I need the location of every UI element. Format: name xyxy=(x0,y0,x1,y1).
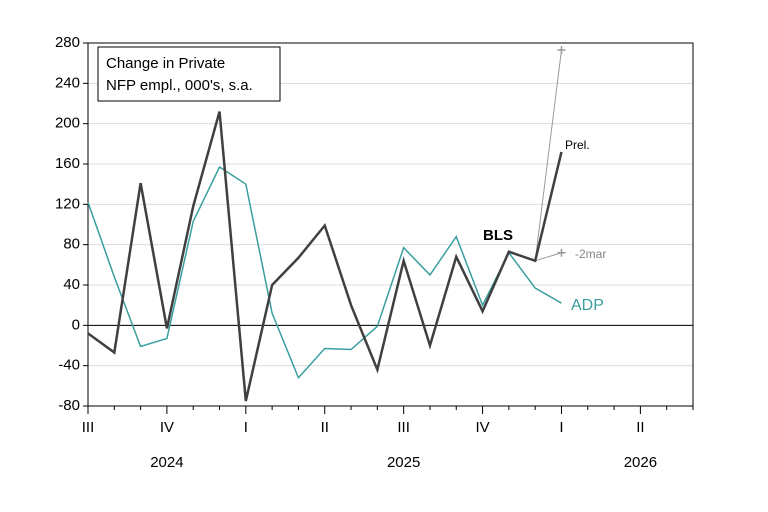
chart-title: NFP empl., 000's, s.a. xyxy=(106,77,253,94)
series-line xyxy=(87,165,562,380)
plot-frame xyxy=(87,42,694,407)
x-tick-label: IV xyxy=(475,419,489,436)
point-marker xyxy=(557,46,566,55)
series-line xyxy=(534,49,562,261)
y-tick-label: 280 xyxy=(55,34,80,51)
x-tick-label: I xyxy=(244,419,248,436)
y-tick-label: 40 xyxy=(63,276,80,293)
title-box xyxy=(97,46,281,102)
series-line xyxy=(535,252,562,262)
y-tick-label: 80 xyxy=(63,236,80,253)
year-label: 2024 xyxy=(150,454,183,471)
point-marker xyxy=(557,248,566,257)
y-tick-label: 200 xyxy=(55,115,80,132)
x-tick-label: III xyxy=(82,419,95,436)
y-tick-label: -80 xyxy=(58,397,80,414)
year-label: 2025 xyxy=(387,454,420,471)
x-tick-label: I xyxy=(559,419,563,436)
y-tick-label: -40 xyxy=(58,357,80,374)
year-label: 2026 xyxy=(624,454,657,471)
x-tick-label: IV xyxy=(160,419,174,436)
y-tick-label: 0 xyxy=(72,316,80,333)
series-label: ADP xyxy=(571,297,604,314)
series-label: -2mar xyxy=(575,247,606,261)
x-tick-label: II xyxy=(321,419,329,436)
y-tick-label: 120 xyxy=(55,195,80,212)
series-line xyxy=(87,111,563,402)
series-label: BLS xyxy=(483,227,513,244)
chart-title: Change in Private xyxy=(106,55,225,72)
x-tick-label: II xyxy=(636,419,644,436)
y-tick-label: 160 xyxy=(55,155,80,172)
annotation: Prel. xyxy=(565,138,590,152)
x-tick-label: III xyxy=(397,419,410,436)
y-tick-label: 240 xyxy=(55,74,80,91)
